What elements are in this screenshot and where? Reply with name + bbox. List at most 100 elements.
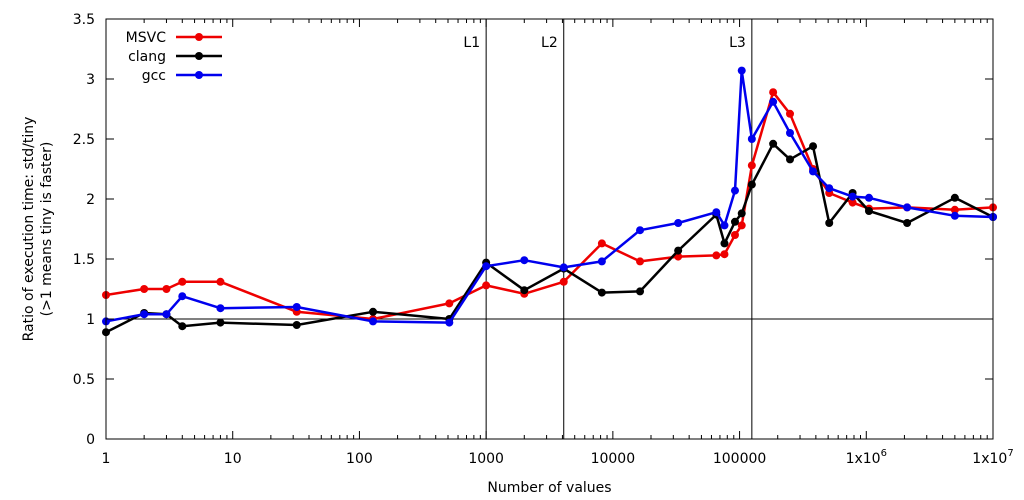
y-tick-label: 3: [86, 72, 95, 88]
data-point-gcc: [848, 192, 857, 201]
data-point-gcc: [559, 263, 568, 272]
data-point-msvc: [674, 252, 683, 261]
x-tick-label: 100000: [713, 451, 766, 467]
data-point-gcc: [178, 292, 187, 301]
data-point-msvc: [730, 231, 739, 239]
x-tick-label: 10000: [591, 451, 636, 467]
data-point-msvc: [747, 161, 756, 170]
legend-marker-msvc: [195, 33, 203, 41]
data-point-gcc: [636, 226, 645, 235]
data-point-msvc: [950, 205, 959, 214]
legend-marker-gcc: [195, 71, 203, 79]
data-point-clang: [747, 180, 756, 189]
data-point-gcc: [730, 186, 739, 195]
data-point-msvc: [216, 277, 225, 286]
data-point-gcc: [903, 203, 912, 212]
y-axis-title-line-1: Ratio of execution time: std/tiny: [21, 117, 37, 342]
data-point-clang: [737, 209, 746, 218]
data-point-clang: [178, 322, 187, 331]
x-tick-label: 1000: [468, 451, 504, 467]
data-point-msvc: [597, 239, 606, 248]
data-point-gcc: [720, 221, 729, 230]
marker-label-l3: L3: [729, 35, 746, 51]
data-point-msvc: [178, 277, 187, 286]
y-tick-label: 2: [86, 192, 95, 208]
data-point-clang: [950, 193, 959, 202]
data-point-gcc: [864, 193, 873, 202]
y-tick-label: 1: [86, 312, 95, 328]
x-tick-label-exponent: 6: [881, 448, 887, 459]
data-point-msvc: [636, 257, 645, 266]
data-point-clang: [597, 288, 606, 297]
y-axis-title: Ratio of execution time: std/tiny (>1 me…: [21, 117, 55, 342]
x-tick-label: 1x107: [972, 448, 1013, 467]
data-point-clang: [292, 321, 301, 329]
data-point-gcc: [482, 262, 491, 271]
data-point-msvc: [140, 285, 149, 293]
data-point-gcc: [809, 167, 818, 176]
plot-area: L1 L2 L3: [102, 19, 997, 439]
data-point-gcc: [950, 211, 959, 220]
marker-label-l1: L1: [463, 35, 480, 51]
data-point-msvc: [737, 221, 746, 230]
y-tick-label: 3.5: [73, 12, 95, 28]
legend-label-clang: clang: [128, 49, 166, 65]
y-tick-label: 0: [86, 432, 95, 448]
data-point-gcc: [825, 184, 834, 193]
data-point-gcc: [737, 66, 746, 75]
data-point-clang: [674, 246, 683, 255]
data-point-gcc: [597, 257, 606, 266]
series-line-gcc: [105, 69, 994, 324]
x-tick-label-exponent: 7: [1007, 448, 1013, 459]
data-point-msvc: [162, 285, 171, 293]
data-point-gcc: [216, 304, 225, 313]
data-point-msvc: [785, 109, 794, 118]
data-point-msvc: [482, 281, 491, 290]
data-point-gcc: [445, 318, 454, 327]
data-point-clang: [809, 142, 818, 151]
data-point-gcc: [292, 303, 301, 311]
y-tick-label: 1.5: [73, 252, 95, 268]
data-point-msvc: [769, 88, 778, 97]
data-point-clang: [520, 286, 529, 295]
data-point-clang: [730, 217, 739, 226]
data-point-gcc: [769, 97, 778, 106]
data-point-msvc: [848, 198, 857, 207]
data-point-msvc: [445, 299, 454, 308]
data-point-gcc: [140, 310, 149, 319]
data-point-clang: [216, 318, 225, 327]
marker-label-l2: L2: [541, 35, 558, 51]
data-point-gcc: [747, 135, 756, 143]
data-point-clang: [769, 139, 778, 148]
x-tick-label: 100: [346, 451, 373, 467]
tick-labels: 0 0.5 1 1.5 2 2.5 3 3.5 1 10 100 1000 10000 100000 1x1…: [73, 12, 1014, 467]
data-point-gcc: [520, 256, 529, 265]
data-point-msvc: [559, 277, 568, 286]
data-point-clang: [903, 219, 912, 227]
legend-label-gcc: gcc: [142, 68, 166, 84]
series-line-clang: [105, 142, 994, 334]
data-point-gcc: [785, 129, 794, 137]
legend-label-msvc: MSVC: [126, 30, 167, 46]
x-axis-title: Number of values: [487, 480, 611, 496]
data-point-clang: [636, 287, 645, 296]
data-point-clang: [825, 219, 834, 227]
data-point-gcc: [674, 219, 683, 227]
y-tick-label: 2.5: [73, 132, 95, 148]
x-tick-label: 10: [224, 451, 242, 467]
plot-frame: [105, 18, 994, 440]
axes: [105, 18, 994, 440]
y-tick-label: 0.5: [73, 372, 95, 388]
series-line-msvc: [105, 90, 994, 321]
x-tick-label: 1: [102, 451, 111, 467]
data-point-clang: [785, 155, 794, 164]
data-point-msvc: [712, 251, 721, 260]
data-point-clang: [864, 207, 873, 215]
data-point-msvc: [720, 250, 729, 259]
data-point-gcc: [162, 310, 171, 319]
y-axis-title-line-2: (>1 means tiny is faster): [39, 142, 55, 317]
data-point-clang: [720, 239, 729, 248]
data-point-clang: [369, 307, 378, 316]
data-point-gcc: [712, 208, 721, 217]
